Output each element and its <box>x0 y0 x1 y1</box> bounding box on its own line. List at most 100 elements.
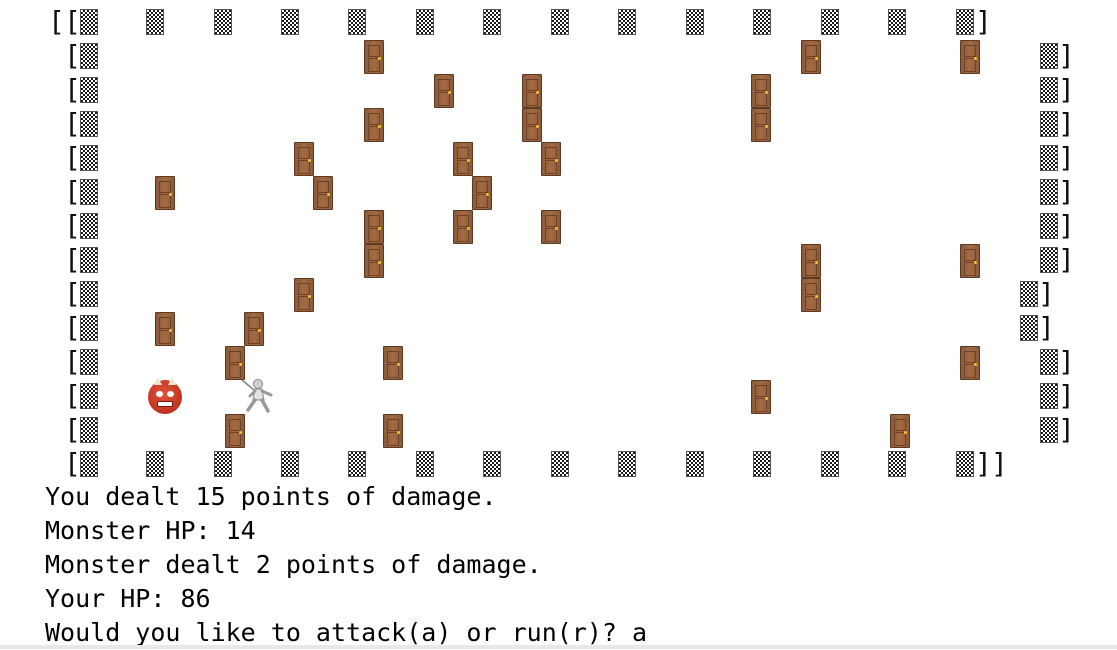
door-knob <box>974 363 977 366</box>
door-knob <box>815 57 818 60</box>
door-knob <box>815 261 818 264</box>
door-knob <box>378 57 381 60</box>
message-log: You dealt 15 points of damage. Monster H… <box>45 480 647 650</box>
wall-tile <box>1040 383 1058 409</box>
door-icon <box>541 210 561 244</box>
wall-tile <box>80 349 98 375</box>
wall-tile <box>1040 179 1058 205</box>
wall-tile <box>618 451 636 477</box>
door-knob <box>169 193 172 196</box>
door-icon <box>751 380 771 414</box>
mouth-part <box>157 401 173 407</box>
wall-tile <box>1040 213 1058 239</box>
door-icon <box>522 74 542 108</box>
door-icon <box>453 142 473 176</box>
wall-tile <box>551 451 569 477</box>
door-knob <box>765 125 768 128</box>
wall-tile <box>956 451 974 477</box>
bracket-open: [ <box>64 73 81 106</box>
door-knob <box>815 295 818 298</box>
door-icon <box>294 278 314 312</box>
wall-tile <box>80 145 98 171</box>
door-knob <box>378 227 381 230</box>
door-knob <box>467 159 470 162</box>
wall-tile <box>1020 281 1038 307</box>
wall-tile <box>1040 417 1058 443</box>
wall-tile <box>146 9 164 35</box>
bracket-open: [ <box>64 345 81 378</box>
door-knob <box>239 431 242 434</box>
wall-tile <box>618 9 636 35</box>
door-icon <box>155 176 175 210</box>
wall-tile <box>1040 77 1058 103</box>
wall-tile <box>821 9 839 35</box>
bracket-close: ] <box>1058 345 1075 378</box>
bracket-open: [ <box>64 209 81 242</box>
door-knob <box>258 329 261 332</box>
bracket-open: [ <box>64 175 81 208</box>
wall-tile <box>214 9 232 35</box>
bracket-close: ] <box>1058 413 1075 446</box>
wall-tile <box>483 9 501 35</box>
wall-tile <box>80 179 98 205</box>
door-knob <box>448 91 451 94</box>
terminal-bottom-edge <box>0 645 1117 649</box>
wall-tile <box>1040 247 1058 273</box>
door-knob <box>378 261 381 264</box>
door-icon <box>364 108 384 142</box>
wall-tile <box>80 213 98 239</box>
wall-tile <box>888 9 906 35</box>
door-icon <box>522 108 542 142</box>
bracket-close: ] <box>1058 73 1075 106</box>
player-fencer-icon <box>238 376 278 414</box>
wall-tile <box>753 9 771 35</box>
door-knob <box>536 125 539 128</box>
monster-hp-message: Monster HP: 14 <box>45 516 256 545</box>
door-icon <box>453 210 473 244</box>
door-icon <box>960 40 980 74</box>
bracket-close: ] <box>1058 141 1075 174</box>
bracket-close: ] <box>1058 39 1075 72</box>
door-icon <box>383 346 403 380</box>
door-icon <box>155 312 175 346</box>
wall-tile <box>281 451 299 477</box>
door-knob <box>397 431 400 434</box>
wall-tile <box>1040 43 1058 69</box>
bracket-close: ] <box>1038 311 1055 344</box>
door-icon <box>294 142 314 176</box>
door-icon <box>890 414 910 448</box>
wall-tile <box>348 451 366 477</box>
bracket-open: [ <box>64 107 81 140</box>
door-icon <box>364 244 384 278</box>
bracket-open: [ <box>48 5 65 38</box>
door-icon <box>801 278 821 312</box>
door-knob <box>486 193 489 196</box>
door-knob <box>765 91 768 94</box>
player-hp-message: Your HP: 86 <box>45 584 211 613</box>
action-prompt[interactable]: Would you like to attack(a) or run(r)? a <box>45 618 648 647</box>
door-icon <box>960 346 980 380</box>
bracket-open: [ <box>64 413 81 446</box>
wall-tile <box>956 9 974 35</box>
bracket-open: [ <box>64 311 81 344</box>
door-icon <box>244 312 264 346</box>
wall-tile <box>888 451 906 477</box>
door-knob <box>555 159 558 162</box>
wall-tile <box>80 111 98 137</box>
wall-tile <box>551 9 569 35</box>
door-icon <box>801 244 821 278</box>
bracket-close: ] <box>991 447 1008 480</box>
door-icon <box>225 414 245 448</box>
eye-part <box>156 391 163 397</box>
wall-tile <box>1040 349 1058 375</box>
door-knob <box>308 159 311 162</box>
wall-tile <box>80 247 98 273</box>
wall-tile <box>686 9 704 35</box>
door-knob <box>974 261 977 264</box>
bracket-close: ] <box>1038 277 1055 310</box>
wall-tile <box>80 9 98 35</box>
wall-tile <box>348 9 366 35</box>
bracket-close: ] <box>1058 209 1075 242</box>
wall-tile <box>416 451 434 477</box>
